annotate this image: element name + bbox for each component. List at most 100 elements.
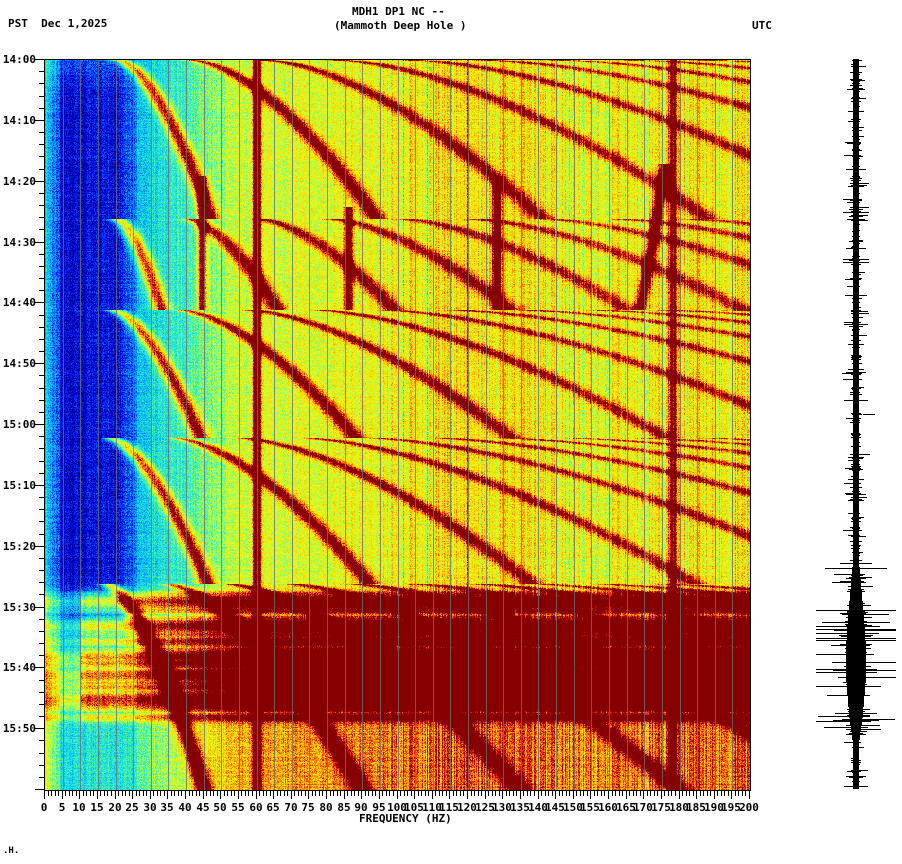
- freq-tick-minor: [604, 791, 605, 796]
- freq-axis-label: 145: [545, 801, 565, 814]
- freq-tick-major: [97, 791, 98, 799]
- freq-axis-label: 95: [372, 801, 386, 814]
- time-tick-minor: [39, 509, 44, 510]
- freq-tick-minor: [612, 791, 613, 796]
- freq-axis-label: 0: [40, 801, 48, 814]
- freq-axis-label: 85: [337, 801, 351, 814]
- time-tick-major: [35, 546, 44, 547]
- freq-tick-major: [361, 791, 362, 799]
- time-tick-major: [35, 242, 44, 243]
- freq-tick-major: [449, 791, 450, 799]
- freq-tick-minor: [552, 791, 553, 796]
- time-tick-minor: [39, 132, 44, 133]
- freq-tick-minor: [277, 791, 278, 796]
- freq-axis-label: 70: [284, 801, 298, 814]
- freq-tick-minor: [160, 791, 161, 796]
- freq-tick-minor: [382, 791, 383, 796]
- freq-tick-minor: [125, 791, 126, 796]
- freq-tick-minor: [347, 791, 348, 796]
- freq-tick-major: [132, 791, 133, 799]
- time-tick-minor: [39, 400, 44, 401]
- freq-tick-major: [573, 791, 574, 799]
- freq-axis-label: 175: [651, 801, 671, 814]
- freq-tick-minor: [513, 791, 514, 796]
- freq-tick-minor: [580, 791, 581, 796]
- freq-axis-label: 150: [563, 801, 583, 814]
- time-tick-minor: [39, 278, 44, 279]
- freq-tick-major: [150, 791, 151, 799]
- freq-axis-label: 180: [669, 801, 689, 814]
- freq-tick-minor: [178, 791, 179, 796]
- freq-tick-minor: [407, 791, 408, 796]
- freq-tick-minor: [541, 791, 542, 796]
- freq-tick-minor: [636, 791, 637, 796]
- freq-tick-major: [414, 791, 415, 799]
- time-tick-minor: [39, 631, 44, 632]
- time-tick-minor: [39, 229, 44, 230]
- time-tick-minor: [39, 740, 44, 741]
- freq-tick-minor: [506, 791, 507, 796]
- freq-axis-label: 35: [160, 801, 174, 814]
- time-tick-major: [35, 120, 44, 121]
- freq-tick-major: [397, 791, 398, 799]
- freq-axis-label: 75: [301, 801, 315, 814]
- freq-tick-minor: [263, 791, 264, 796]
- freq-tick-major: [485, 791, 486, 799]
- time-tick-major: [35, 59, 44, 60]
- time-tick-minor: [39, 266, 44, 267]
- freq-tick-minor: [107, 791, 108, 796]
- time-tick-minor: [39, 217, 44, 218]
- freq-tick-minor: [111, 791, 112, 796]
- time-tick-minor: [39, 290, 44, 291]
- freq-tick-minor: [647, 791, 648, 796]
- freq-tick-major: [679, 791, 680, 799]
- freq-tick-minor: [742, 791, 743, 796]
- freq-tick-minor: [418, 791, 419, 796]
- freq-tick-minor: [689, 791, 690, 796]
- time-axis-label: 15:10: [2, 479, 36, 492]
- spectrogram-canvas: [45, 60, 750, 790]
- freq-tick-minor: [735, 791, 736, 796]
- time-tick-minor: [39, 461, 44, 462]
- freq-tick-minor: [728, 791, 729, 796]
- freq-tick-minor: [139, 791, 140, 796]
- freq-tick-minor: [143, 791, 144, 796]
- freq-tick-minor: [587, 791, 588, 796]
- time-tick-minor: [39, 619, 44, 620]
- freq-tick-minor: [481, 791, 482, 796]
- freq-tick-minor: [471, 791, 472, 796]
- freq-axis-label: 105: [404, 801, 424, 814]
- freq-tick-minor: [664, 791, 665, 796]
- freq-tick-minor: [270, 791, 271, 796]
- freq-tick-minor: [710, 791, 711, 796]
- freq-tick-minor: [354, 791, 355, 796]
- freq-tick-minor: [100, 791, 101, 796]
- freq-axis-label: 200: [739, 801, 759, 814]
- freq-tick-minor: [562, 791, 563, 796]
- time-tick-minor: [39, 704, 44, 705]
- freq-tick-minor: [241, 791, 242, 796]
- header-local-timezone-date: PST Dec 1,2025: [8, 17, 108, 30]
- freq-tick-minor: [411, 791, 412, 796]
- time-axis-label: 15:50: [2, 722, 36, 735]
- freq-axis-label: 160: [598, 801, 618, 814]
- freq-axis-label: 140: [528, 801, 548, 814]
- freq-tick-major: [731, 791, 732, 799]
- freq-tick-minor: [287, 791, 288, 796]
- freq-tick-major: [379, 791, 380, 799]
- freq-tick-major: [643, 791, 644, 799]
- freq-tick-minor: [474, 791, 475, 796]
- freq-tick-minor: [446, 791, 447, 796]
- time-tick-major: [35, 302, 44, 303]
- freq-tick-minor: [393, 791, 394, 796]
- time-tick-major: [35, 607, 44, 608]
- time-tick-minor: [39, 497, 44, 498]
- freq-tick-major: [62, 791, 63, 799]
- freq-tick-minor: [65, 791, 66, 796]
- freq-tick-minor: [224, 791, 225, 796]
- freq-axis-label: 90: [354, 801, 368, 814]
- freq-axis-label: 135: [510, 801, 530, 814]
- freq-tick-minor: [146, 791, 147, 796]
- time-axis-label: 14:50: [2, 357, 36, 370]
- freq-tick-minor: [298, 791, 299, 796]
